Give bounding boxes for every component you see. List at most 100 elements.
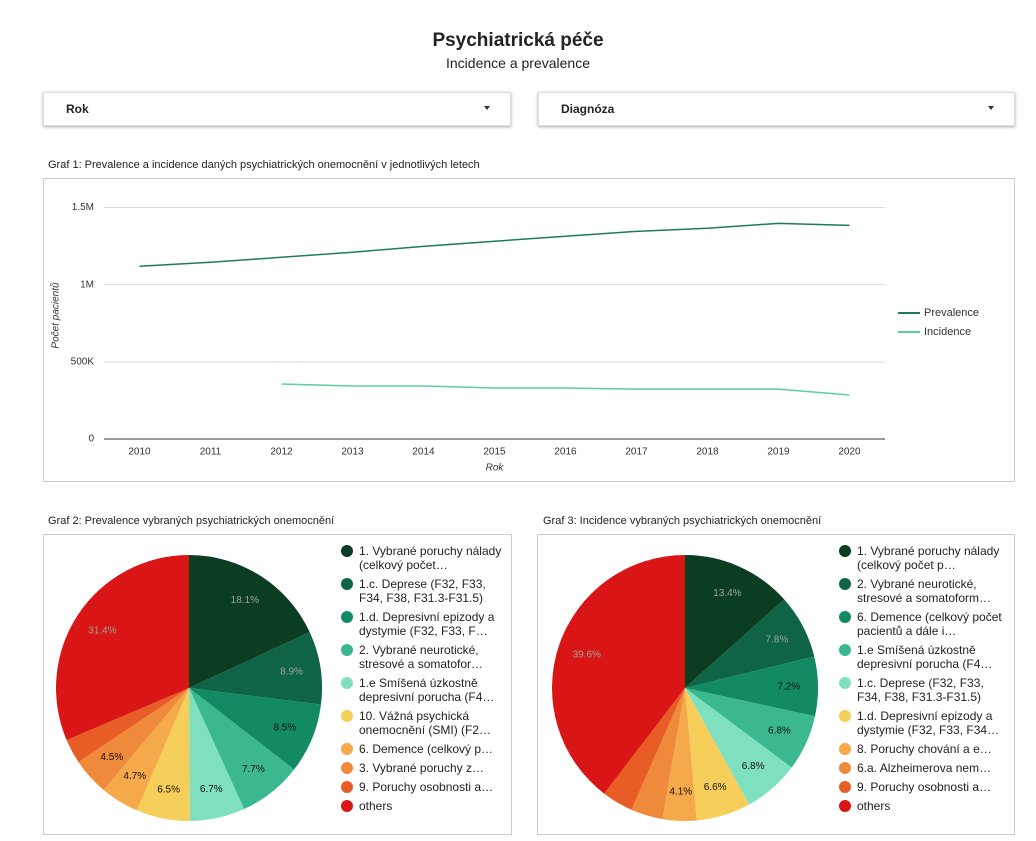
slice-label: 7.2% — [777, 681, 800, 692]
legend-dot — [839, 644, 851, 656]
legend-item: 10. Vážná psychická onemocnění (SMI) (F2… — [341, 709, 506, 737]
slice-label: 31.4% — [88, 625, 116, 636]
legend-item: others — [341, 799, 506, 813]
x-tick-label: 2017 — [625, 447, 648, 458]
legend-item: 9. Poruchy osobnosti a… — [341, 780, 506, 794]
slice-label: 4.1% — [669, 786, 692, 797]
pie-chart: 18.1% 8.9% 8.5% 7.7% 6.7% 6.5% 4.7%4.5% 31.4% — [55, 555, 322, 821]
legend-item: 9. Poruchy osobnosti a… — [839, 780, 1004, 794]
page-title: Psychiatrická péče — [432, 30, 604, 51]
legend-item: 1.d. Depresivní epizody a dystymie (F32,… — [341, 610, 506, 638]
legend-dot — [341, 644, 353, 656]
pie-slice — [685, 688, 750, 821]
slice-label: 8.5% — [273, 722, 296, 733]
slice-label: 7.7% — [242, 764, 265, 775]
diagnosis-dropdown[interactable]: Diagnóza — [538, 92, 1015, 126]
x-tick-label: 2018 — [696, 447, 719, 458]
slice-label: 6.8% — [768, 726, 791, 737]
slice-label: 18.1% — [231, 595, 259, 606]
x-tick-label: 2016 — [554, 447, 577, 458]
pie-slice — [552, 555, 685, 794]
x-axis-label: Rok — [486, 463, 505, 474]
legend-dot — [341, 545, 353, 557]
legend-label: 8. Poruchy chování a e… — [857, 742, 992, 756]
slice-label: 13.4% — [713, 588, 741, 599]
legend-label: others — [359, 799, 393, 813]
pie-slice — [685, 599, 815, 688]
legend-label: 9. Poruchy osobnosti a… — [857, 780, 992, 794]
pie-slice — [685, 656, 818, 717]
legend-item: 6. Demence (celkový p… — [341, 742, 506, 756]
pie-slice — [189, 632, 322, 705]
slice-label: 4.5% — [100, 752, 123, 763]
legend-label: 10. Vážná psychická onemocnění (SMI) (F2… — [359, 709, 492, 737]
pie-slice — [685, 555, 785, 688]
legend-dot — [341, 762, 353, 774]
y-tick-label: 1M — [80, 279, 94, 290]
legend-item: 2. Vybrané neurotické, stresové a somato… — [341, 643, 506, 671]
pie-slice — [685, 688, 792, 805]
dropdown-arrow — [988, 106, 994, 110]
chart-title: Graf 2: Prevalence vybraných psychiatric… — [48, 515, 335, 527]
legend-label: 1. Vybrané poruchy nálady (celkový počet… — [359, 544, 502, 572]
legend-label: others — [857, 799, 891, 813]
slice-label: 7.8% — [765, 634, 788, 645]
legend-label: 1.d. Depresivní epizody a dystymie (F32,… — [359, 610, 495, 638]
legend-label: 6.a. Alzheimerova nem… — [857, 761, 992, 775]
x-tick-label: 2010 — [128, 447, 151, 458]
legend: 1. Vybrané poruchy nálady (celkový počet… — [839, 544, 1004, 818]
legend-label: 6. Demence (celkový počet pacientů a dál… — [857, 610, 1002, 638]
legend-label: 1.d. Depresivní epizody a dystymie (F32,… — [857, 709, 1000, 737]
y-axis-label: Počet pacientů — [50, 282, 62, 349]
x-tick-label: 2011 — [200, 447, 222, 458]
x-tick-label: 2013 — [341, 447, 364, 458]
legend-label: 3. Vybrané poruchy z… — [359, 761, 484, 775]
legend-dot — [839, 800, 851, 812]
slice-label: 8.9% — [280, 667, 303, 678]
pie-slice — [189, 688, 295, 810]
pie-panel: 18.1% 8.9% 8.5% 7.7% 6.7% 6.5% 4.7% 4.5% 31.4% 1… — [43, 534, 512, 835]
legend-item: 8. Poruchy chování a e… — [839, 742, 1004, 756]
legend-dot — [839, 545, 851, 557]
legend-dot — [839, 578, 851, 590]
dropdown-label: Rok — [66, 102, 89, 116]
page-subtitle: Incidence a prevalence — [446, 55, 590, 71]
legend-label: 2. Vybrané neurotické, stresové a somato… — [857, 577, 992, 605]
legend-label: 2. Vybrané neurotické, stresové a somato… — [359, 643, 484, 671]
chart-title: Graf 3: Incidence vybraných psychiatrick… — [543, 515, 822, 527]
legend-item: 6.a. Alzheimerova nem… — [839, 761, 1004, 775]
legend-dot — [839, 611, 851, 623]
series-line — [281, 383, 850, 396]
legend-dot — [341, 578, 353, 590]
slice-label: 39.6% — [573, 649, 601, 660]
legend-dot — [341, 677, 353, 689]
legend-item: 6. Demence (celkový počet pacientů a dál… — [839, 610, 1004, 638]
legend-label: Incidence — [924, 326, 971, 338]
legend: 1. Vybrané poruchy nálady (celkový počet… — [341, 544, 506, 818]
pie-slice — [103, 688, 189, 811]
pie-slice — [685, 688, 815, 768]
year-dropdown[interactable]: Rok — [43, 92, 511, 126]
legend-label: 6. Demence (celkový p… — [359, 742, 494, 756]
x-tick-label: 2015 — [483, 447, 506, 458]
slice-label: 4.7% — [123, 771, 146, 782]
legend-dot — [341, 611, 353, 623]
legend-item: 1.d. Depresivní epizody a dystymie (F32,… — [839, 709, 1004, 737]
legend-dot — [341, 710, 353, 722]
x-tick-label: 2020 — [838, 447, 861, 458]
series-line — [139, 222, 850, 268]
legend-item: 1. Vybrané poruchy nálady (celkový počet… — [839, 544, 1004, 572]
legend-item: 1.e Smíšená úzkostně depresivní porucha … — [341, 676, 506, 704]
legend-label: Prevalence — [924, 307, 979, 319]
legend-item: 2. Vybrané neurotické, stresové a somato… — [839, 577, 1004, 605]
pie-slice — [631, 688, 685, 820]
pie-chart: 13.4% 7.8% 7.2% 6.8% 6.8% 6.6% 4.1% 39.6% — [552, 555, 818, 821]
legend-item: 1. Vybrané poruchy nálady (celkový počet… — [341, 544, 506, 572]
y-tick-label: 1.5M — [72, 202, 94, 213]
legend-label: 1.e Smíšená úzkostně depresivní porucha … — [359, 676, 495, 704]
legend-dot — [839, 781, 851, 793]
legend-item: 1.c. Deprese (F32, F33, F34, F38, F31.3-… — [839, 676, 1004, 704]
legend-item: 1.c. Deprese (F32, F33, F34, F38, F31.3-… — [341, 577, 506, 605]
x-tick-label: 2012 — [270, 447, 293, 458]
dropdown-arrow — [484, 106, 490, 110]
